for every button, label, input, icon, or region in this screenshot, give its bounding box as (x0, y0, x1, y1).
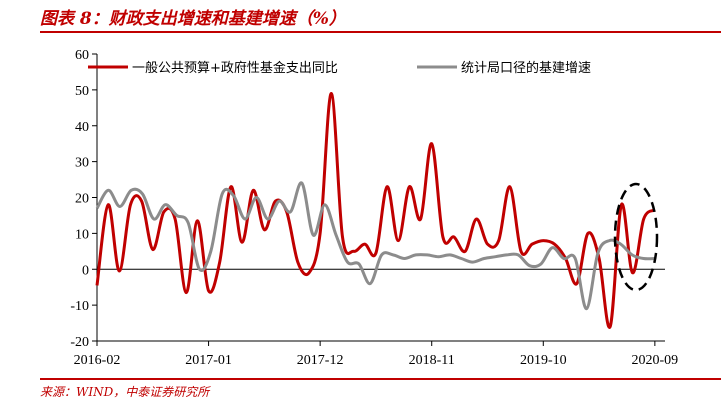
y-tick-label: 50 (75, 84, 89, 99)
legend: 一般公共预算+政府性基金支出同比 统计局口径的基建增速 (88, 60, 591, 76)
legend-label-series-2: 统计局口径的基建增速 (461, 60, 591, 76)
x-tick-label: 2017-01 (185, 353, 232, 368)
source-note: 来源：WIND，中泰证券研究所 (40, 385, 210, 399)
page-title: 图表 8：财政支出增速和基建增速（%） (40, 9, 346, 29)
source-divider (40, 378, 721, 380)
y-tick-label: 40 (75, 120, 89, 135)
y-tick-label: -20 (70, 335, 89, 350)
x-tick-label: 2018-11 (409, 353, 455, 368)
series-line-1 (95, 91, 656, 329)
x-tick-label: 2017-12 (297, 353, 344, 368)
y-tick-label: 60 (75, 48, 89, 63)
legend-label-series-1: 一般公共预算+政府性基金支出同比 (132, 60, 338, 76)
y-tick-label: 30 (75, 156, 89, 171)
x-tick-label: 2020-09 (632, 353, 679, 368)
x-tick-labels: 2016-02 2017-01 2017-12 2018-11 2019-10 2020-… (74, 353, 679, 368)
chart-axes (92, 53, 665, 346)
y-tick-label: 20 (75, 192, 89, 207)
series-line-2 (95, 181, 655, 311)
x-tick-label: 2016-02 (74, 353, 121, 368)
series-lines (95, 91, 656, 329)
y-tick-label: 0 (82, 263, 89, 278)
highlight-ellipse (613, 182, 659, 292)
y-tick-label: -10 (70, 299, 89, 314)
y-tick-label: 10 (75, 227, 89, 242)
y-tick-labels: -20 -10 0 10 20 30 40 50 60 (70, 48, 89, 350)
title-divider (40, 31, 721, 33)
x-tick-label: 2019-10 (520, 353, 567, 368)
